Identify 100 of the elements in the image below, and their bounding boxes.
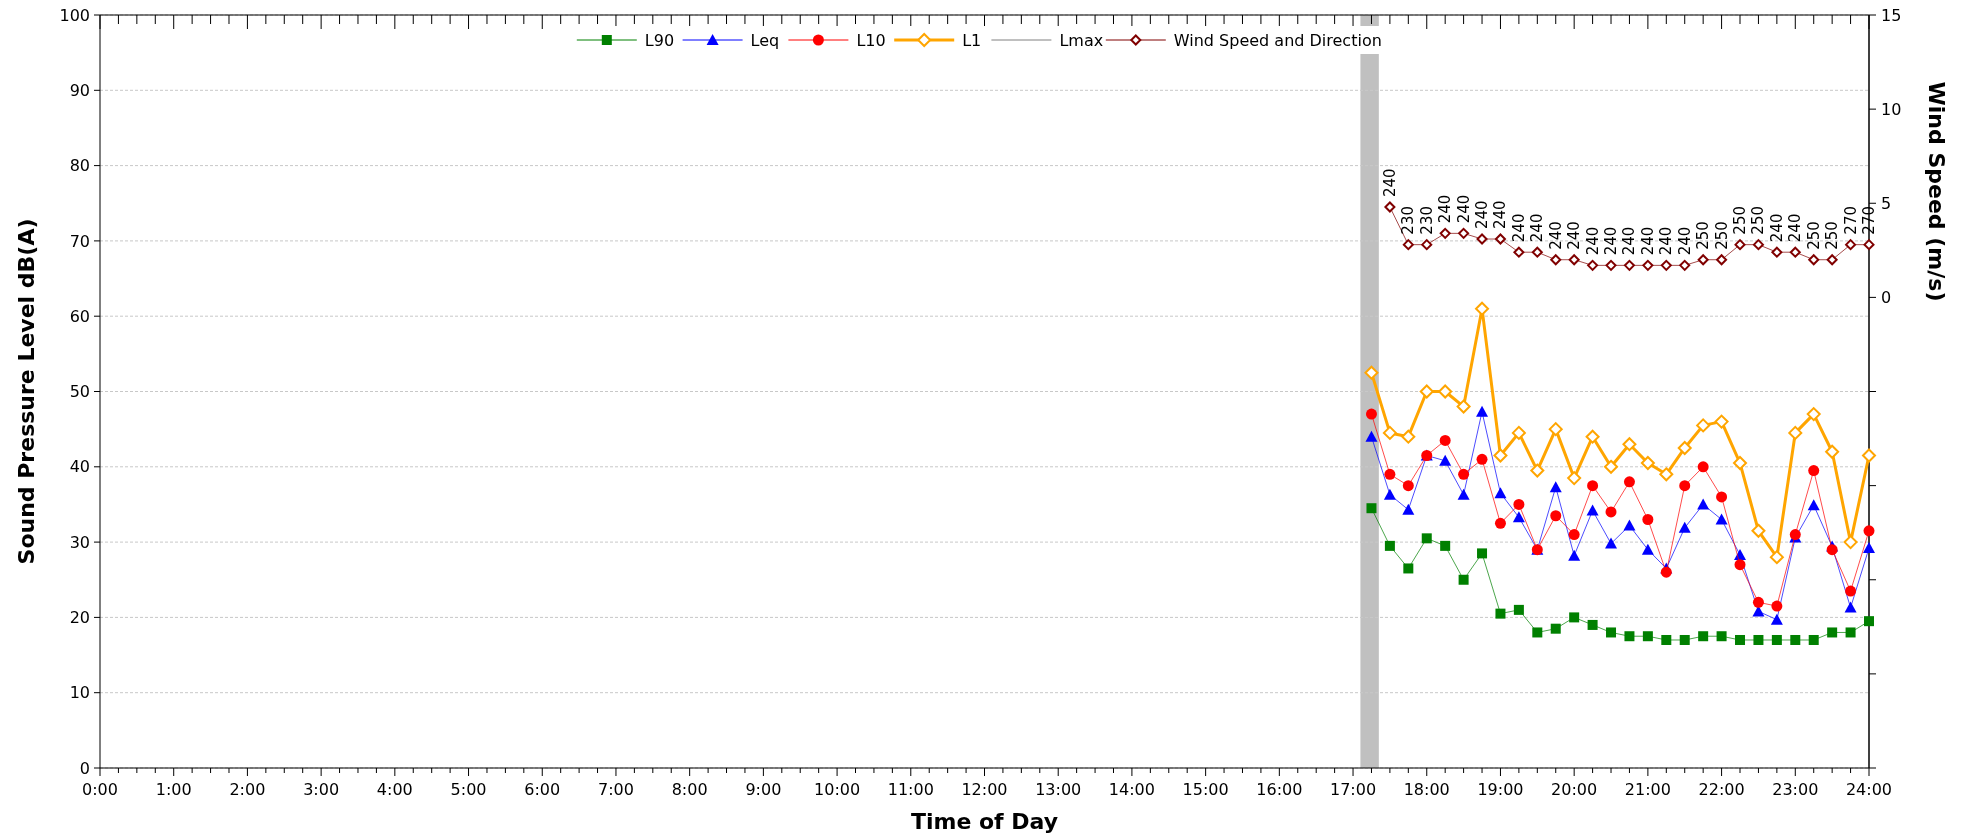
point [1403,563,1414,574]
annotation: 240 [1620,226,1639,256]
y-tick-label: 80 [69,156,90,176]
y-tick-label: 60 [69,306,90,326]
point [1808,465,1820,477]
x-tick-label: 15:00 [1182,780,1229,799]
point [1716,631,1727,642]
point [1604,459,1619,474]
point [1716,254,1728,266]
x-tick-label: 14:00 [1108,780,1155,799]
point [1606,627,1617,638]
point [1697,461,1709,473]
point [1567,471,1582,486]
point [1659,467,1674,482]
x-tick-label: 22:00 [1698,780,1745,799]
point [1642,631,1653,642]
point [1640,456,1655,471]
annotation: 240 [1491,200,1510,230]
point [1733,456,1748,471]
point [1494,487,1507,499]
x-tick-label: 1:00 [155,780,192,799]
point [1623,519,1636,531]
y-tick-label: 90 [69,80,90,100]
annotation: 270 [1860,206,1878,235]
point [1402,480,1414,492]
point [1384,201,1396,213]
x-tick-label: 19:00 [1477,780,1524,799]
point [1549,481,1562,493]
legend-label: L90 [644,30,675,50]
annotation: 240 [1657,226,1676,256]
point [1458,468,1470,480]
point [1458,227,1470,239]
point [1568,549,1581,561]
point [1365,430,1378,442]
point [1513,604,1524,615]
x-tick-label: 18:00 [1403,780,1450,799]
point [1622,437,1637,452]
annotation: 250 [1823,221,1842,250]
point [1863,239,1875,251]
point [1438,384,1453,399]
legend-label: Lmax [1059,30,1104,50]
x-tick-label: 24:00 [1845,780,1893,799]
point [1734,559,1746,571]
point [1863,525,1875,537]
point [1476,453,1488,465]
point [1641,543,1654,555]
point [1548,422,1563,437]
point [1825,444,1840,459]
point [1845,585,1857,597]
annotation: 240 [1473,200,1492,230]
point [1439,454,1452,466]
annotation: 240 [1546,221,1565,250]
point [1476,405,1489,417]
point [1863,542,1875,554]
point [1421,533,1432,544]
point [1770,613,1783,625]
annotation: 240 [1509,213,1528,243]
point [1457,488,1470,500]
y-tick-label: 20 [69,608,90,627]
legend-label: Wind Speed and Direction [1173,30,1382,50]
point [1660,259,1672,271]
y-tick-label: 10 [69,683,90,703]
annotation: 240 [1675,226,1694,256]
point [1419,384,1434,399]
annotation: 240 [1786,213,1805,243]
point [1513,246,1525,258]
x-tick-label: 21:00 [1624,780,1671,799]
point [1843,535,1858,550]
point [1751,523,1766,538]
point [1402,239,1414,251]
point [1477,548,1488,559]
point [1678,521,1691,533]
annotation: 250 [1804,221,1823,250]
x-tick-label: 16:00 [1256,780,1303,799]
point [1752,596,1764,608]
point [1384,540,1395,551]
x-tick-label: 8:00 [671,780,708,799]
point [1605,506,1617,518]
y2-tick-label: 0 [1881,287,1892,307]
point [1862,448,1876,463]
x-tick-label: 6:00 [524,780,561,799]
x-tick-label: 20:00 [1551,780,1598,799]
point [1586,504,1599,516]
y-tick-label: 70 [69,231,90,251]
x-tick-label: 7:00 [597,780,634,799]
x-tick-label: 3:00 [303,780,340,799]
point [1512,511,1525,523]
y2-axis-title: Wind Speed (m/s) [1924,81,1949,302]
annotation: 240 [1767,213,1786,243]
point [1661,634,1672,645]
x-tick-label: 0:00 [82,780,118,799]
point [1697,254,1709,266]
x-tick-label: 11:00 [887,780,934,799]
x-tick-label: 12:00 [961,780,1008,799]
annotation: 240 [1583,226,1602,256]
point [1569,612,1580,623]
point [1753,634,1764,645]
point [1845,239,1857,251]
y-tick-label: 40 [69,457,90,477]
point [1605,537,1618,549]
